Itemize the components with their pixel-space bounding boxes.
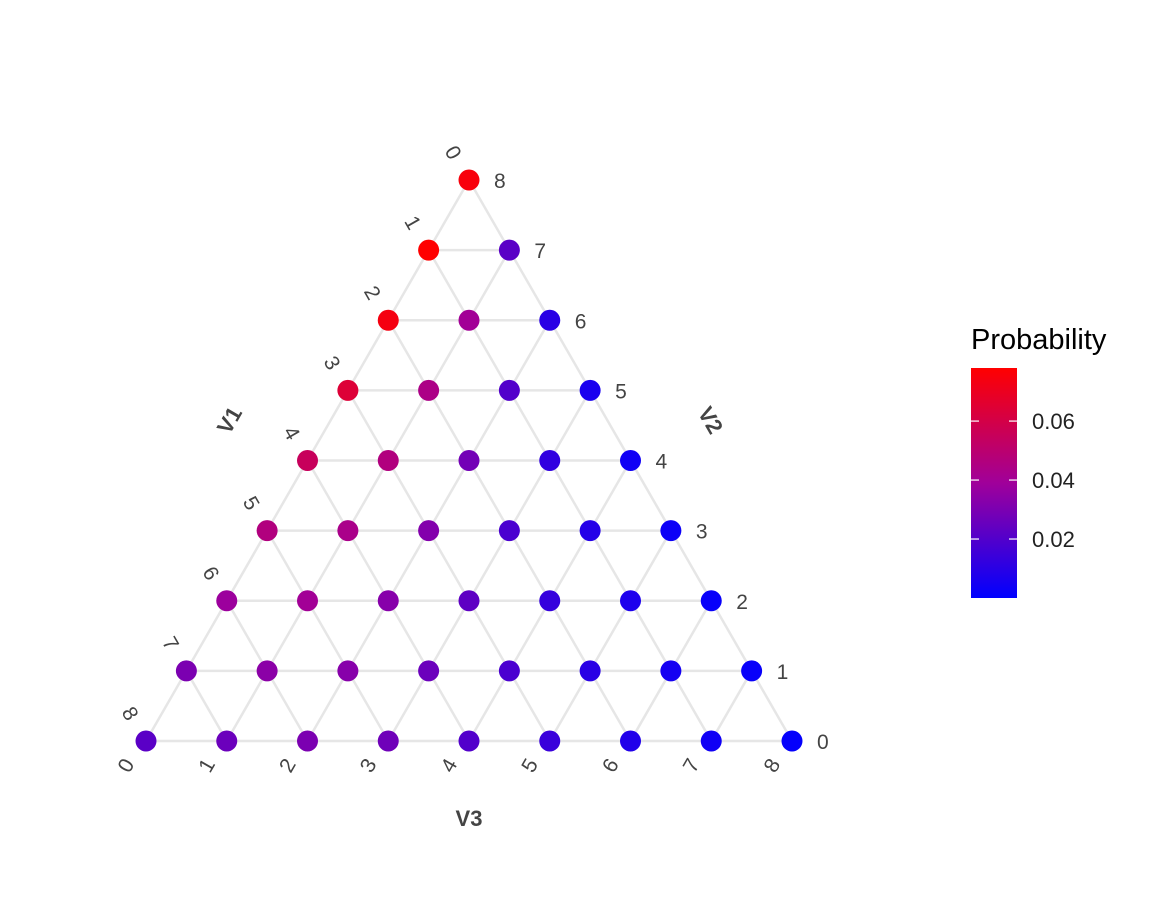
data-point — [337, 379, 359, 401]
grid-line-v1 — [346, 389, 551, 742]
data-point — [781, 730, 803, 752]
data-point — [700, 730, 722, 752]
tick-label-v3: 0 — [113, 755, 139, 777]
data-point — [337, 660, 359, 682]
tick-label-v2: 2 — [736, 591, 748, 614]
grid-line-v3 — [387, 389, 592, 742]
tick-label-v2: 6 — [575, 310, 587, 333]
data-point — [458, 169, 480, 191]
grid-line-v1 — [185, 670, 228, 742]
tick-label-v2: 8 — [494, 170, 506, 193]
tick-label-v3: 4 — [436, 755, 462, 777]
data-point — [498, 239, 520, 261]
data-point — [297, 730, 318, 752]
data-point — [418, 660, 440, 682]
data-point — [741, 660, 763, 682]
data-point — [539, 590, 561, 612]
grid-line-v3 — [710, 670, 753, 742]
grid-line-v3 — [548, 530, 672, 742]
data-point — [539, 730, 561, 752]
data-point — [297, 450, 318, 471]
data-point — [700, 590, 722, 612]
tick-label-v3: 7 — [679, 755, 705, 777]
data-point — [216, 730, 238, 752]
data-point — [579, 660, 601, 682]
data-point — [377, 450, 399, 471]
legend-title: Probability — [971, 324, 1107, 356]
data-point — [579, 520, 601, 542]
legend-ticks: 0.02 0.04 0.06 — [971, 409, 1075, 552]
data-point — [297, 590, 318, 612]
tick-label-v1: 6 — [197, 563, 223, 585]
data-point — [620, 450, 641, 471]
data-point — [660, 520, 682, 542]
data-point — [458, 590, 480, 612]
data-point — [498, 660, 520, 682]
data-point — [135, 730, 157, 752]
legend-tick-label: 0.02 — [1032, 527, 1075, 552]
legend-colorbar — [971, 368, 1017, 598]
grid-line-v3 — [225, 249, 511, 742]
data-point — [377, 730, 399, 752]
data-point — [418, 379, 440, 401]
data-point — [458, 309, 480, 331]
data-point — [498, 520, 520, 542]
data-points — [135, 169, 803, 752]
tick-label-v2: 0 — [817, 731, 829, 754]
tick-label-v1: 1 — [399, 212, 425, 234]
data-point — [256, 660, 278, 682]
grid-line-v1 — [266, 530, 390, 742]
data-point — [418, 239, 440, 261]
tick-label-v2: 4 — [656, 451, 668, 474]
data-point — [620, 730, 641, 752]
data-point — [256, 520, 278, 542]
tick-label-v3: 1 — [194, 755, 220, 777]
data-point — [377, 590, 399, 612]
tick-label-v1: 5 — [238, 493, 264, 515]
tick-label-v3: 2 — [275, 755, 301, 777]
legend-tick-label: 0.04 — [1032, 468, 1075, 493]
axis-title-v1: V1 — [212, 402, 247, 438]
tick-label-v1: 3 — [319, 352, 345, 374]
tick-label-v1: 8 — [117, 703, 143, 725]
legend-tick-label: 0.06 — [1032, 409, 1075, 434]
tick-label-v1: 7 — [157, 633, 183, 655]
data-point — [498, 379, 520, 401]
data-point — [458, 450, 480, 471]
legend: Probability 0.02 0.04 0.06 — [971, 324, 1107, 598]
data-point — [377, 309, 399, 331]
tick-label-v3: 3 — [356, 755, 382, 777]
grid-line-v1 — [427, 249, 713, 742]
data-point — [579, 379, 601, 401]
data-point — [660, 660, 682, 682]
tick-label-v1: 2 — [359, 282, 385, 304]
tick-label-v2: 7 — [534, 240, 546, 263]
data-point — [418, 520, 440, 542]
data-point — [458, 730, 480, 752]
data-point — [539, 450, 561, 471]
tick-label-v2: 3 — [696, 521, 708, 544]
data-point — [175, 660, 197, 682]
tick-label-v3: 6 — [598, 755, 624, 777]
tick-label-v3: 5 — [517, 755, 543, 777]
tick-label-v2: 1 — [777, 661, 789, 684]
data-point — [620, 590, 641, 612]
data-point — [337, 520, 359, 542]
tick-label-v3: 8 — [759, 755, 785, 777]
tick-label-v1: 4 — [278, 422, 304, 444]
data-point — [539, 309, 561, 331]
axis-title-v2: V2 — [693, 402, 728, 438]
tick-label-v1: 0 — [440, 142, 466, 164]
tick-label-v2: 5 — [615, 380, 627, 403]
axis-title-v3: V3 — [456, 806, 483, 831]
data-point — [216, 590, 238, 612]
